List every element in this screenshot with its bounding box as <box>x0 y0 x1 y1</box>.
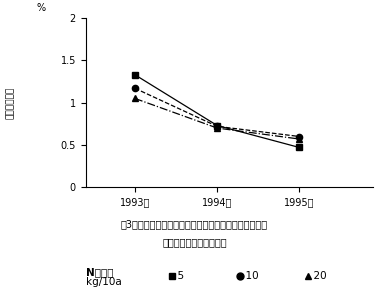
Line: 20: 20 <box>132 95 303 142</box>
10 <box>215 124 219 128</box>
Text: 5: 5 <box>171 271 184 281</box>
5 <box>215 124 219 127</box>
5 <box>297 146 302 149</box>
10 <box>297 135 302 138</box>
Text: 図3．オーチャードグラス草地における施肥量の違いと: 図3．オーチャードグラス草地における施肥量の違いと <box>121 219 268 229</box>
Text: %: % <box>37 3 46 13</box>
Text: 20: 20 <box>307 271 327 281</box>
Line: 5: 5 <box>132 72 303 151</box>
10 <box>133 86 137 90</box>
Text: 山底構成割合: 山底構成割合 <box>6 87 15 119</box>
Text: シバムギ構成割合の推移: シバムギ構成割合の推移 <box>162 237 227 247</box>
20 <box>215 126 219 130</box>
Text: N施肥量: N施肥量 <box>86 267 113 277</box>
Text: 10: 10 <box>239 271 259 281</box>
20 <box>297 137 302 141</box>
20 <box>133 97 137 100</box>
Line: 10: 10 <box>132 85 303 140</box>
5 <box>133 73 137 77</box>
Text: kg/10a: kg/10a <box>86 277 121 288</box>
